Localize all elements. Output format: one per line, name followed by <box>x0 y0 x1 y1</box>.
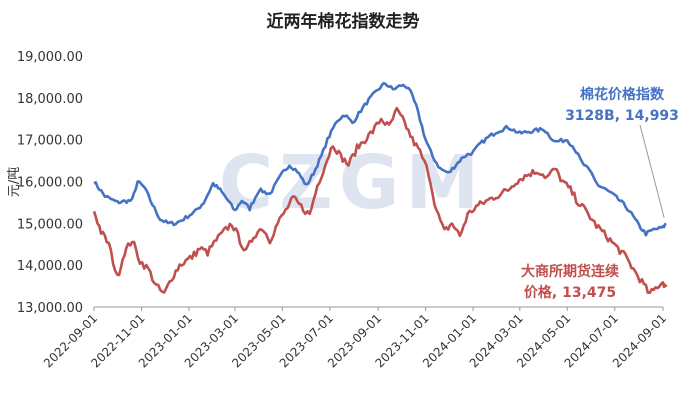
annotation-index: 棉花价格指数 3128B, 14,993 <box>565 86 679 124</box>
series-line-2 <box>92 106 668 295</box>
y-tick-label: 17,000.00 <box>17 134 83 149</box>
annotation-futures: 大商所期货连续价格, 13,475 <box>521 263 619 301</box>
annotation-futures-line2: 价格, 13,475 <box>524 284 616 301</box>
y-tick-label: 14,000.00 <box>17 259 83 274</box>
y-tick-label: 16,000.00 <box>17 176 83 191</box>
y-tick-label: 18,000.00 <box>17 92 83 107</box>
annotation-futures-line1: 大商所期货连续 <box>521 263 619 280</box>
y-tick-label: 15,000.00 <box>17 217 83 232</box>
y-tick-label: 13,000.00 <box>17 301 83 316</box>
annotation-index-line2: 3128B, 14,993 <box>565 108 679 124</box>
x-axis-ticks: 2022-09-012022-11-012023-01-012023-03-01… <box>41 307 669 370</box>
series-line-1 <box>93 82 667 237</box>
watermark: CZGM <box>219 140 485 226</box>
y-axis-label: 元/吨 <box>7 167 22 197</box>
y-axis-ticks: 13,000.00 14,000.00 15,000.00 16,000.00 17,0… <box>17 50 83 316</box>
chart-title: 近两年棉花指数走势 <box>267 11 420 32</box>
series-group <box>92 82 668 295</box>
y-tick-label: 19,000.00 <box>17 50 83 65</box>
annotation-index-line1: 棉花价格指数 <box>580 86 665 103</box>
annotations: 棉花价格指数 3128B, 14,993 大商所期货连续价格, 13,475 <box>521 86 679 301</box>
annotation-leader-line <box>639 124 665 218</box>
